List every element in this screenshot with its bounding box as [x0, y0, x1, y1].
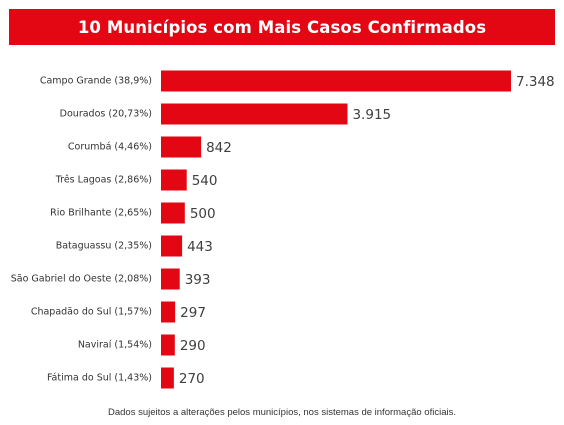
bar [161, 367, 174, 389]
bar [161, 268, 180, 290]
value-labels: 7.348 3.915 842 540 500 443 393 297 290 270 [179, 74, 555, 387]
value-label: 270 [179, 371, 205, 387]
value-label: 393 [185, 272, 211, 288]
bar [161, 70, 511, 92]
bar [161, 202, 185, 224]
value-label: 443 [187, 239, 213, 255]
value-label: 842 [206, 140, 232, 156]
bar [161, 136, 202, 158]
category-label: Campo Grande (38,9%) [40, 76, 152, 87]
footnote: Dados sujeitos a alterações pelos municí… [108, 407, 456, 418]
value-label: 500 [190, 206, 216, 222]
bars [161, 70, 511, 389]
value-label: 540 [192, 173, 218, 189]
category-label: Corumbá (4,46%) [68, 142, 152, 153]
value-label: 3.915 [352, 107, 391, 123]
category-label: Fátima do Sul (1,43%) [47, 373, 152, 384]
category-label: Chapadão do Sul (1,57%) [31, 307, 152, 318]
bar [161, 235, 183, 257]
category-labels: Campo Grande (38,9%) Dourados (20,73%) Cor… [11, 76, 152, 384]
title-bar: 10 Municípios com Mais Casos Confirmados [9, 9, 555, 45]
chart-title: 10 Municípios com Mais Casos Confirmados [77, 17, 487, 37]
category-label: Dourados (20,73%) [60, 109, 152, 120]
category-label: Bataguassu (2,35%) [56, 241, 152, 252]
bar [161, 169, 187, 191]
value-label: 7.348 [516, 74, 555, 90]
bar [161, 334, 175, 356]
bar [161, 301, 176, 323]
value-label: 290 [180, 338, 206, 354]
value-label: 297 [180, 305, 206, 321]
category-label: Três Lagoas (2,86%) [55, 175, 152, 186]
category-label: São Gabriel do Oeste (2,08%) [11, 274, 152, 285]
category-label: Rio Brilhante (2,65%) [50, 208, 152, 219]
bar [161, 103, 348, 125]
category-label: Naviraí (1,54%) [78, 340, 152, 351]
